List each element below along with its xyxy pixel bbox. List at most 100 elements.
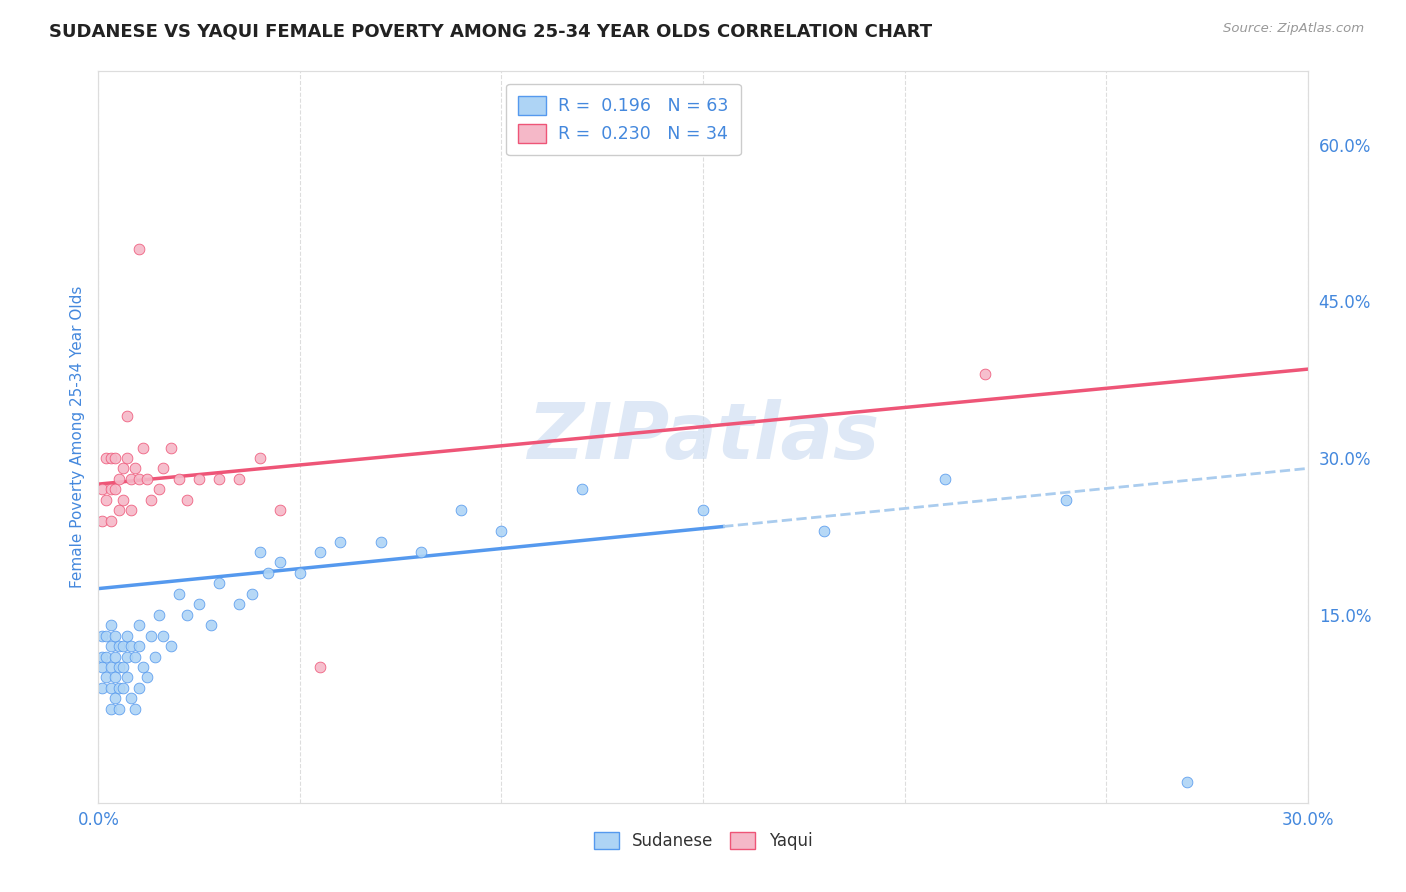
Point xyxy=(208,576,231,591)
Point xyxy=(111,492,134,507)
Point xyxy=(91,483,114,497)
Point xyxy=(120,639,142,653)
Point xyxy=(91,681,114,695)
Point xyxy=(91,660,114,674)
Point xyxy=(115,670,138,684)
Point xyxy=(370,534,392,549)
Point xyxy=(103,629,125,643)
Point xyxy=(111,681,134,695)
Point xyxy=(96,492,118,507)
Point xyxy=(103,670,125,684)
Point xyxy=(103,691,125,706)
Point xyxy=(111,461,134,475)
Point xyxy=(107,639,129,653)
Point xyxy=(103,483,125,497)
Point xyxy=(228,472,250,486)
Point xyxy=(160,441,183,455)
Y-axis label: Female Poverty Among 25-34 Year Olds: Female Poverty Among 25-34 Year Olds xyxy=(69,286,84,588)
Point xyxy=(115,409,138,424)
Text: Source: ZipAtlas.com: Source: ZipAtlas.com xyxy=(1223,22,1364,36)
Point xyxy=(974,368,997,382)
Point xyxy=(107,472,129,486)
Point xyxy=(91,629,114,643)
Point xyxy=(450,503,472,517)
Point xyxy=(329,534,352,549)
Point xyxy=(115,649,138,664)
Point xyxy=(409,545,432,559)
Point xyxy=(132,660,155,674)
Point xyxy=(96,649,118,664)
Point xyxy=(111,660,134,674)
Point xyxy=(132,441,155,455)
Point xyxy=(120,472,142,486)
Point xyxy=(107,681,129,695)
Point xyxy=(208,472,231,486)
Point xyxy=(107,660,129,674)
Point xyxy=(100,681,122,695)
Point xyxy=(148,483,170,497)
Point xyxy=(96,629,118,643)
Point xyxy=(100,483,122,497)
Point xyxy=(200,618,222,632)
Point xyxy=(128,681,150,695)
Point xyxy=(269,503,291,517)
Point xyxy=(1054,492,1077,507)
Point xyxy=(115,629,138,643)
Point xyxy=(100,450,122,465)
Point xyxy=(143,649,166,664)
Point xyxy=(813,524,835,538)
Point xyxy=(309,660,332,674)
Point xyxy=(124,702,146,716)
Point xyxy=(100,702,122,716)
Point xyxy=(100,618,122,632)
Point xyxy=(107,503,129,517)
Point xyxy=(91,514,114,528)
Point xyxy=(100,639,122,653)
Point xyxy=(103,450,125,465)
Legend: Sudanese, Yaqui: Sudanese, Yaqui xyxy=(588,825,818,856)
Point xyxy=(692,503,714,517)
Point xyxy=(152,629,174,643)
Point xyxy=(120,691,142,706)
Point xyxy=(124,461,146,475)
Point xyxy=(128,472,150,486)
Point xyxy=(120,503,142,517)
Point xyxy=(160,639,183,653)
Point xyxy=(128,618,150,632)
Point xyxy=(91,649,114,664)
Point xyxy=(103,649,125,664)
Point xyxy=(167,587,190,601)
Point xyxy=(176,607,198,622)
Point xyxy=(256,566,278,580)
Point xyxy=(100,660,122,674)
Point xyxy=(152,461,174,475)
Text: SUDANESE VS YAQUI FEMALE POVERTY AMONG 25-34 YEAR OLDS CORRELATION CHART: SUDANESE VS YAQUI FEMALE POVERTY AMONG 2… xyxy=(49,22,932,40)
Point xyxy=(107,702,129,716)
Point xyxy=(128,242,150,256)
Point xyxy=(96,450,118,465)
Point xyxy=(934,472,956,486)
Point xyxy=(1175,775,1198,789)
Point xyxy=(139,629,162,643)
Point xyxy=(571,483,593,497)
Point xyxy=(167,472,190,486)
Point xyxy=(491,524,513,538)
Point xyxy=(139,492,162,507)
Point xyxy=(111,639,134,653)
Point xyxy=(115,450,138,465)
Point xyxy=(124,649,146,664)
Point xyxy=(249,545,271,559)
Point xyxy=(128,639,150,653)
Point xyxy=(135,670,157,684)
Point xyxy=(148,607,170,622)
Point xyxy=(188,472,211,486)
Point xyxy=(228,597,250,611)
Point xyxy=(100,514,122,528)
Point xyxy=(269,556,291,570)
Point xyxy=(240,587,263,601)
Point xyxy=(135,472,157,486)
Point xyxy=(96,670,118,684)
Text: ZIPatlas: ZIPatlas xyxy=(527,399,879,475)
Point xyxy=(249,450,271,465)
Point xyxy=(176,492,198,507)
